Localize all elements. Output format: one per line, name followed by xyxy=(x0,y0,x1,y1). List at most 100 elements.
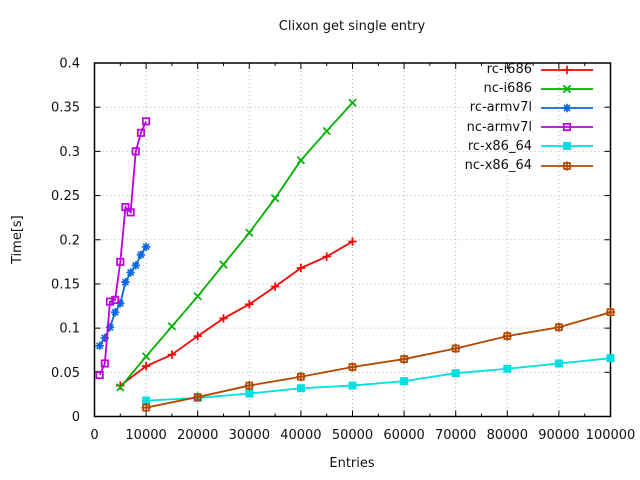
y-tick-label: 0.3 xyxy=(59,145,80,160)
square-plus-marker-icon xyxy=(399,354,409,364)
square-open-marker-icon xyxy=(111,295,120,304)
x-tick-label: 10000 xyxy=(125,428,166,443)
plus-marker-icon xyxy=(270,282,280,291)
series-line xyxy=(98,120,147,376)
square-open-marker-icon xyxy=(105,297,115,306)
x-tick-label: 40000 xyxy=(280,428,321,443)
asterisk-marker-icon xyxy=(562,103,572,113)
plus-marker-icon xyxy=(322,252,331,261)
series-line xyxy=(119,240,353,387)
cross-marker-icon xyxy=(193,292,202,301)
legend-item-nc-armv7l: nc-armv7l xyxy=(465,118,596,137)
y-tick-label: 0.35 xyxy=(51,101,80,116)
plus-marker-icon xyxy=(562,65,572,74)
legend-sample-line-icon xyxy=(541,123,593,132)
square-filled-marker-icon xyxy=(142,396,151,405)
cross-marker-icon xyxy=(116,383,125,392)
y-tick-label: 0.15 xyxy=(51,277,80,292)
x-tick-label: 70000 xyxy=(435,428,476,443)
y-tick-label: 0 xyxy=(72,410,80,425)
asterisk-marker-icon xyxy=(141,242,151,252)
square-open-marker-icon xyxy=(95,370,104,380)
square-plus-marker-icon xyxy=(605,307,616,317)
x-tick-label: 30000 xyxy=(229,428,270,443)
square-plus-marker-icon xyxy=(193,392,203,402)
cross-marker-icon xyxy=(296,156,306,165)
x-tick-label: 50000 xyxy=(332,428,373,443)
series-nc-armv7l xyxy=(95,117,151,380)
square-filled-marker-icon xyxy=(400,377,409,386)
asterisk-marker-icon xyxy=(121,277,130,287)
square-filled-marker-icon xyxy=(348,381,357,390)
chart-title: Clixon get single entry xyxy=(278,19,426,34)
square-filled-marker-icon xyxy=(245,389,254,398)
x-tick-label: 100000 xyxy=(586,428,636,443)
asterisk-marker-icon xyxy=(95,341,104,350)
x-tick-label: 90000 xyxy=(538,428,579,443)
plus-marker-icon xyxy=(245,300,254,309)
legend-item-nc-x86_64: nc-x86_64 xyxy=(465,156,596,175)
square-filled-marker-icon xyxy=(563,142,571,151)
legend: rc-i686 nc-i686 rc-armv7l nc-armv7l rc-x… xyxy=(465,60,596,175)
asterisk-marker-icon xyxy=(136,250,146,259)
asterisk-marker-icon xyxy=(110,308,120,317)
plot-border xyxy=(93,62,612,418)
square-open-marker-icon xyxy=(121,203,130,212)
cross-marker-icon xyxy=(245,228,254,237)
plus-marker-icon xyxy=(141,361,151,371)
series-rc-armv7l xyxy=(95,242,151,350)
square-plus-marker-icon xyxy=(347,362,358,372)
x-tick-label: 0 xyxy=(90,428,98,443)
series-rc-i686 xyxy=(116,237,357,390)
cross-marker-icon xyxy=(562,84,572,93)
legend-label: nc-x86_64 xyxy=(464,158,532,174)
plus-marker-icon xyxy=(296,263,306,273)
square-filled-marker-icon xyxy=(554,359,563,368)
square-filled-marker-icon xyxy=(296,384,305,393)
y-tick-label: 0.1 xyxy=(59,322,80,337)
square-plus-marker-icon xyxy=(502,331,512,341)
square-open-marker-icon xyxy=(100,359,109,368)
plus-marker-icon xyxy=(219,314,228,323)
legend-label: nc-i686 xyxy=(483,81,532,97)
square-filled-marker-icon xyxy=(503,364,512,373)
y-axis-label: Time[s] xyxy=(10,215,25,264)
legend-label: rc-armv7l xyxy=(469,100,532,116)
legend-sample-line-icon xyxy=(541,84,593,93)
legend-sample-line-icon xyxy=(541,103,593,113)
y-tick-label: 0.2 xyxy=(59,233,80,248)
legend-item-rc-x86_64: rc-x86_64 xyxy=(465,137,596,156)
y-tick-label: 0.25 xyxy=(51,189,80,204)
square-open-marker-icon xyxy=(142,117,151,126)
square-open-marker-icon xyxy=(116,257,125,266)
square-open-marker-icon xyxy=(136,128,145,137)
cross-marker-icon xyxy=(322,126,331,136)
square-plus-marker-icon xyxy=(562,160,572,171)
square-filled-marker-icon xyxy=(606,354,615,363)
legend-item-rc-i686: rc-i686 xyxy=(465,60,596,79)
square-filled-marker-icon xyxy=(451,369,460,378)
asterisk-marker-icon xyxy=(126,268,135,277)
legend-label: rc-x86_64 xyxy=(467,138,532,154)
cross-marker-icon xyxy=(167,322,177,331)
plus-marker-icon xyxy=(193,331,202,341)
series-rc-x86_64 xyxy=(142,354,615,405)
square-open-marker-icon xyxy=(126,208,135,217)
square-open-marker-icon xyxy=(131,147,140,156)
axis-ticks: 0 10000 20000 30000 40000 50000 60000 70000 8000… xyxy=(51,57,635,444)
cross-marker-icon xyxy=(270,194,280,203)
series-nc-i686 xyxy=(116,98,357,392)
plus-marker-icon xyxy=(348,237,357,246)
x-tick-label: 80000 xyxy=(487,428,528,443)
legend-sample-line-icon xyxy=(541,142,593,151)
cross-marker-icon xyxy=(348,98,357,107)
series-line xyxy=(119,102,354,388)
series-line xyxy=(145,311,611,409)
x-tick-label: 20000 xyxy=(177,428,218,443)
square-plus-marker-icon xyxy=(451,343,461,354)
y-tick-label: 0.4 xyxy=(59,57,80,72)
cross-marker-icon xyxy=(219,260,228,269)
legend-item-rc-armv7l: rc-armv7l xyxy=(465,98,596,117)
cross-marker-icon xyxy=(141,352,151,361)
